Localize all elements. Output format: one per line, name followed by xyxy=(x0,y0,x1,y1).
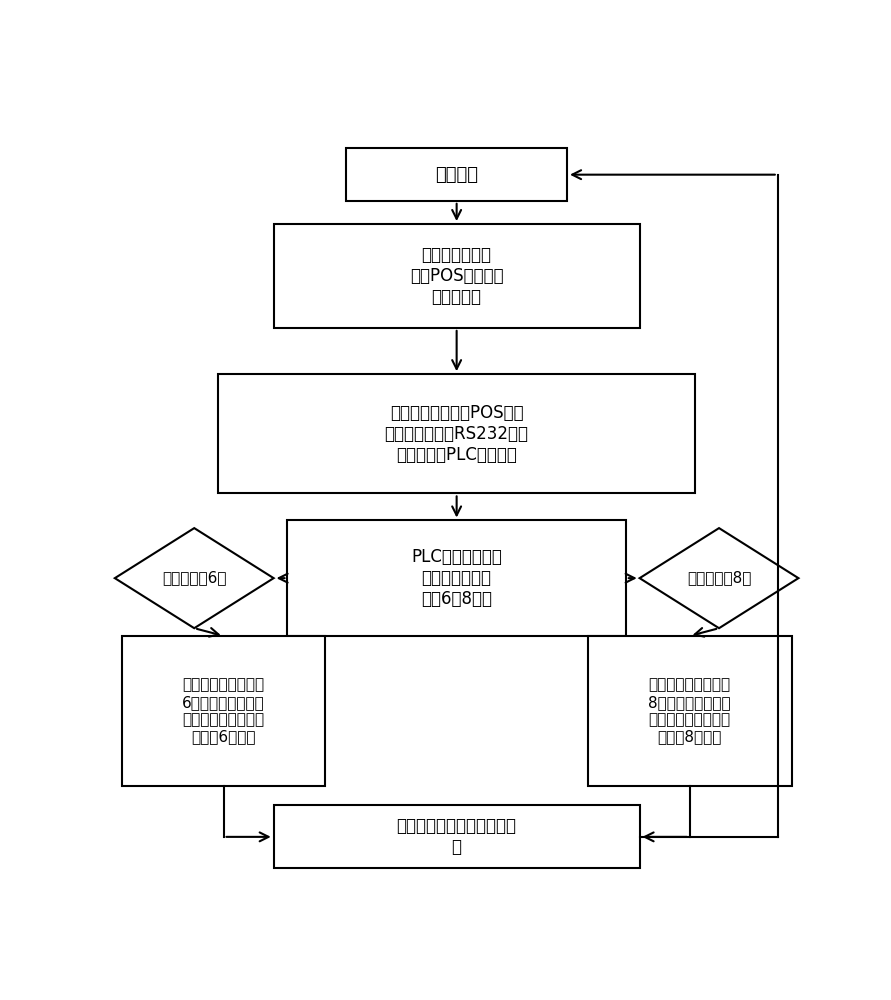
Bar xyxy=(218,374,695,493)
Text: PLC控制系统根据
数据判断来车类
型（6、8罐）: PLC控制系统根据 数据判断来车类 型（6、8罐） xyxy=(412,548,502,608)
Polygon shape xyxy=(115,528,274,628)
Bar xyxy=(347,148,568,201)
Text: 控制系统自动切换为
6罐运行方式，同时
注油到位检测浮球液
位计为6罐那组: 控制系统自动切换为 6罐运行方式，同时 注油到位检测浮球液 位计为6罐那组 xyxy=(183,677,265,745)
Text: 拖车到站: 拖车到站 xyxy=(435,166,478,184)
Bar xyxy=(274,805,640,868)
Bar xyxy=(122,636,325,786)
Bar xyxy=(588,636,791,786)
Bar xyxy=(274,224,640,328)
Text: 控制系统自动切换为
8罐运行方式，同时
注油到位检测浮球液
位计为8罐那组: 控制系统自动切换为 8罐运行方式，同时 注油到位检测浮球液 位计为8罐那组 xyxy=(649,677,731,745)
Bar xyxy=(288,520,625,636)
Text: 判定来车为6罐: 判定来车为6罐 xyxy=(162,571,226,586)
Text: 站内操作员手持
无线POS机扫描来
车电子标签: 站内操作员手持 无线POS机扫描来 车电子标签 xyxy=(410,246,503,306)
Polygon shape xyxy=(640,528,798,628)
Text: 无线接收器接收到POS机传
来的数据，通过RS232通讯
方式上传到PLC控制系统: 无线接收器接收到POS机传 来的数据，通过RS232通讯 方式上传到PLC控制系… xyxy=(385,404,528,464)
Text: 判定来车为8罐: 判定来车为8罐 xyxy=(687,571,751,586)
Text: 该拖车泄气结束，换下一拖
车: 该拖车泄气结束，换下一拖 车 xyxy=(396,817,517,856)
